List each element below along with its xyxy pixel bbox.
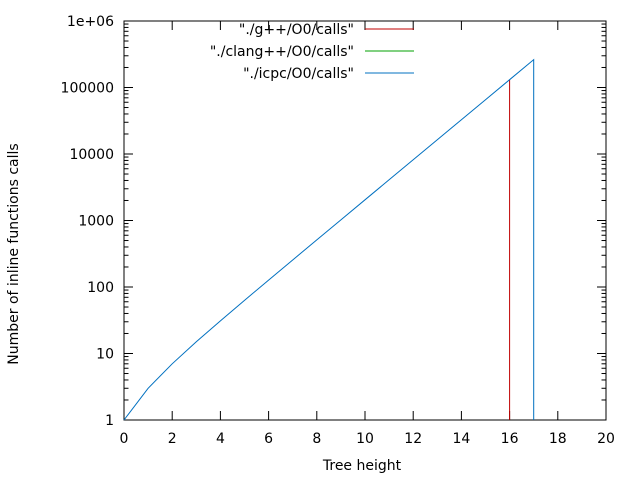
- y-tick-label: 100: [87, 280, 114, 296]
- y-tick-label: 100000: [61, 81, 114, 97]
- x-tick-label: 18: [549, 431, 567, 447]
- x-tick-label: 0: [120, 431, 129, 447]
- x-tick-label: 20: [597, 431, 615, 447]
- axis-tick-labels: 0 2 4 6 8 10 12 14 16 18 20 1 10 100 1000 10000 100000 1e…: [61, 14, 615, 447]
- x-tick-label: 16: [501, 431, 519, 447]
- x-axis-label: Tree height: [322, 458, 402, 474]
- series-line-3: [123, 58, 535, 421]
- legend-label-2: "./clang++/O0/calls": [210, 44, 354, 60]
- y-tick-label: 10: [96, 347, 114, 363]
- legend-label-1: "./g++/O0/calls": [239, 22, 354, 38]
- legend-label-3: "./icpc/O0/calls": [243, 66, 354, 82]
- axis-ticks: [123, 20, 607, 421]
- x-tick-label: 12: [404, 431, 422, 447]
- legend: "./g++/O0/calls" "./clang++/O0/calls" "./i…: [210, 22, 414, 82]
- x-tick-label: 4: [216, 431, 225, 447]
- y-tick-label: 1e+06: [67, 14, 114, 30]
- x-tick-label: 10: [356, 431, 374, 447]
- y-tick-label: 10000: [69, 147, 114, 163]
- y-axis-label: Number of inline functions calls: [6, 143, 22, 364]
- y-tick-label: 1: [105, 413, 114, 429]
- x-tick-label: 2: [168, 431, 177, 447]
- x-tick-label: 8: [312, 431, 321, 447]
- x-tick-label: 6: [264, 431, 273, 447]
- y-tick-label: 1000: [78, 214, 114, 230]
- series-lines: [123, 58, 535, 421]
- x-tick-label: 14: [452, 431, 470, 447]
